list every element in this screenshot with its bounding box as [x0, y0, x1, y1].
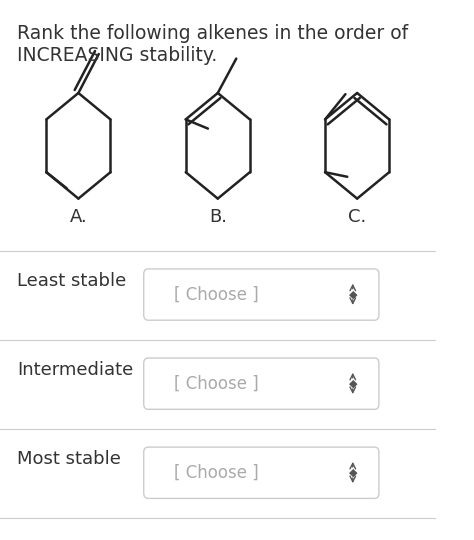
Text: [ Choose ]: [ Choose ]: [174, 285, 259, 303]
FancyBboxPatch shape: [144, 269, 379, 320]
Text: ◆: ◆: [348, 468, 357, 477]
Text: Least stable: Least stable: [18, 272, 127, 290]
Text: Most stable: Most stable: [18, 450, 121, 468]
Text: ◆: ◆: [348, 379, 357, 388]
Text: INCREASING stability.: INCREASING stability.: [18, 46, 218, 65]
Text: Rank the following alkenes in the order of: Rank the following alkenes in the order …: [18, 24, 409, 43]
Text: [ Choose ]: [ Choose ]: [174, 374, 259, 393]
FancyBboxPatch shape: [144, 447, 379, 498]
Text: [ Choose ]: [ Choose ]: [174, 463, 259, 482]
Text: ◆: ◆: [348, 289, 357, 299]
Text: B.: B.: [209, 208, 227, 226]
Text: A.: A.: [70, 208, 87, 226]
Text: Intermediate: Intermediate: [18, 361, 134, 379]
Text: C.: C.: [348, 208, 366, 226]
FancyBboxPatch shape: [144, 358, 379, 409]
